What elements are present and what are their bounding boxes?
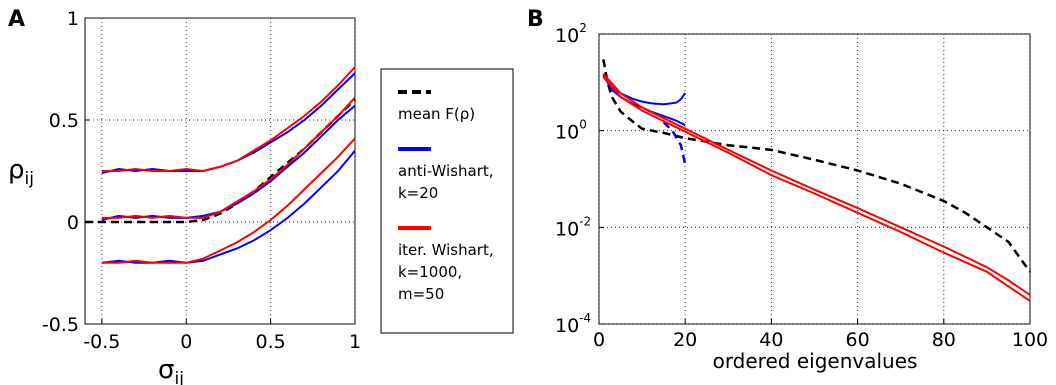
panel-b-x-ticks: 0 20 40 60 80 100 [593,319,1048,351]
panel-a-series-line-4 [101,96,356,219]
panel-a-x-tick-label: 0 [180,331,192,353]
panel-a-y-tick-label: 1 [67,8,79,30]
legend-box [380,68,514,334]
panel-b-axes-frame [598,33,1031,325]
panel-a-series-line-6 [101,137,356,264]
panel-a-x-ticks: -0.5 0 0.5 1 [83,319,361,353]
panel-b-x-tick-label: 60 [846,329,870,351]
panel-a-series [85,66,356,264]
panel-b-y-ticks: 10-4 10-2 100 102 [555,21,604,337]
panel-a: A -0.5 0 0.5 1 -0.5 0 0.5 1 σij ρij [8,7,361,385]
panel-b-y-tick-label: 10-4 [555,311,591,337]
panel-a-x-tick-label: 1 [349,331,361,353]
panel-b-y-tick-label: 102 [555,21,587,47]
panel-a-letter: A [8,7,25,32]
panel-b-series-line-1 [602,73,687,106]
panel-a-x-label: σij [158,355,184,385]
panel-b-x-tick-label: 100 [1012,329,1048,351]
legend: mean F(ρ) anti-Wishart, k=20 iter. Wishart,… [380,68,514,334]
panel-b-x-tick-label: 40 [759,329,783,351]
panel-b-x-tick-label: 0 [593,329,605,351]
panel-a-y-ticks: -0.5 0 0.5 1 [42,8,90,336]
panel-a-y-tick-label: -0.5 [42,314,79,336]
panel-b-x-tick-label: 80 [932,329,956,351]
panel-b-series [602,59,1032,302]
panel-b-grid [598,33,1031,325]
panel-a-x-tick-label: 0.5 [256,331,286,353]
panel-b-letter: B [527,7,544,32]
panel-b-x-label: ordered eigenvalues [713,349,918,373]
panel-b-series-line-4 [602,73,1031,296]
panel-a-series-line-2 [101,66,356,173]
legend-label: mean F(ρ) [398,105,475,123]
panel-a-y-tick-label: 0 [67,212,79,234]
panel-b-series-line-5 [602,76,1031,302]
panel-b-series-line-3 [662,121,687,165]
panel-a-y-label: ρij [8,155,34,189]
legend-label: iter. Wishart, [398,241,494,259]
panel-a-y-tick-label: 0.5 [49,110,79,132]
panel-a-x-tick-label: -0.5 [83,331,120,353]
legend-label: k=1000, [398,263,462,281]
legend-label: anti-Wishart, [398,162,494,180]
panel-b-y-tick-label: 10-2 [555,214,591,240]
panel-b: B 0 20 40 60 80 100 10-4 10-2 100 102 ordered ei… [527,7,1048,373]
panel-b-series-line-0 [602,59,1032,273]
legend-label: k=20 [398,184,438,202]
legend-label: m=50 [398,285,444,303]
panel-b-y-tick-label: 100 [555,118,587,144]
panel-b-x-tick-label: 20 [673,329,697,351]
